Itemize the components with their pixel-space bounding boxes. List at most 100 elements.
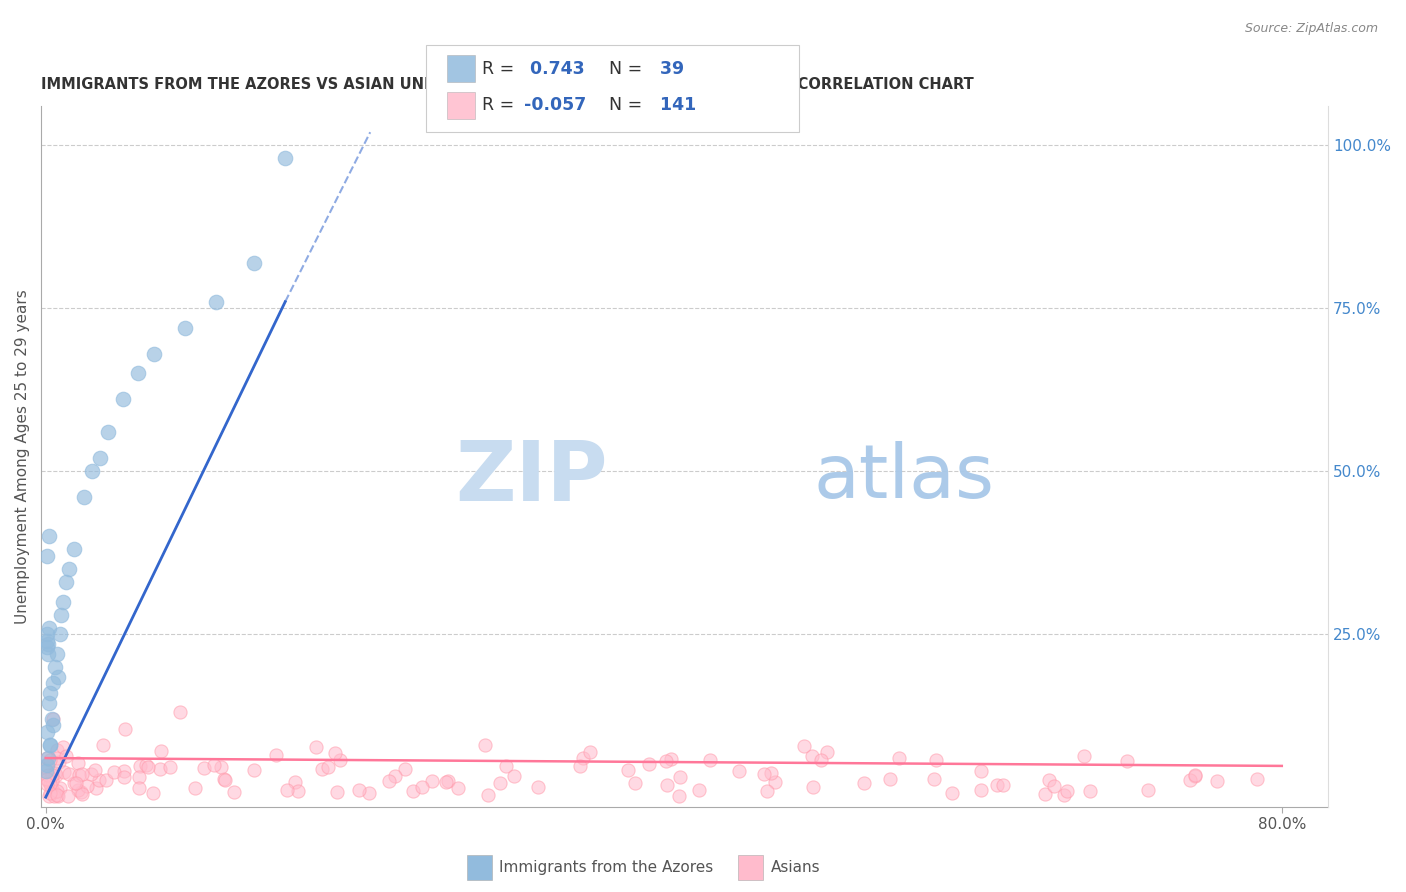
Text: ZIP: ZIP [456,437,607,518]
Point [1078,784,1101,798]
Point [755,784,778,798]
Point [44,660,66,674]
Point [37,549,59,563]
Point [84,780,107,795]
Point [815,745,838,759]
Point [763,774,786,789]
Point [184,780,207,795]
Point [136,760,159,774]
Point [67,783,90,797]
Point [326,785,349,799]
Point [810,753,832,767]
Point [986,778,1008,792]
Point [42,718,65,732]
Point [357,786,380,800]
Point [1043,779,1066,793]
Point [1035,787,1057,801]
Point [142,786,165,800]
Point [48,627,70,641]
Point [925,753,948,767]
Point [304,740,326,755]
Point [38,696,60,710]
Point [89,451,111,466]
Point [114,723,136,737]
Point [82,464,104,478]
Point [941,786,963,800]
Point [202,757,225,772]
Point [434,775,457,789]
Point [127,367,149,381]
Point [37,774,59,789]
Point [38,789,60,803]
Point [128,780,150,795]
Point [44,766,66,780]
Text: -0.057: -0.057 [524,96,586,114]
Point [889,751,911,765]
Text: 39: 39 [654,60,683,78]
Point [128,770,150,784]
Point [378,773,401,788]
Point [1136,783,1159,797]
Point [699,753,721,767]
Point [169,706,191,720]
Point [80,766,103,780]
Point [287,784,309,798]
Point [242,763,264,777]
Point [853,776,876,790]
Point [42,785,65,799]
Point [35,750,58,764]
Point [63,776,86,790]
Point [477,789,499,803]
Point [70,785,93,799]
Point [568,759,591,773]
Text: 0.743: 0.743 [524,60,585,78]
Point [65,776,87,790]
Point [243,255,266,269]
Point [58,789,80,803]
Point [39,738,62,752]
Point [52,739,75,754]
Point [111,392,134,407]
Point [38,621,60,635]
Point [48,756,70,770]
Point [39,780,62,794]
Text: Immigrants from the Azores: Immigrants from the Azores [499,861,713,875]
Point [1038,773,1060,788]
Point [35,627,58,641]
Point [801,749,824,764]
Point [447,780,470,795]
Point [39,686,62,700]
Point [801,780,824,794]
Point [96,772,118,787]
Point [728,764,751,779]
Point [1056,784,1078,798]
Point [135,757,157,772]
Point [503,769,526,783]
Point [159,759,181,773]
Point [173,320,195,334]
Point [35,764,58,778]
Point [759,765,782,780]
Point [76,779,98,793]
Point [384,769,406,783]
Point [668,770,690,784]
Point [39,753,62,767]
Point [45,768,67,782]
Point [37,768,59,782]
Point [49,780,72,795]
Point [1184,769,1206,783]
Point [316,760,339,774]
Point [495,759,517,773]
Point [276,783,298,797]
Point [527,780,550,795]
Point [970,783,993,797]
Text: R =: R = [482,60,520,78]
Point [129,758,152,772]
Point [46,789,69,803]
Point [578,745,600,759]
Point [150,744,173,758]
Point [46,742,69,756]
Point [970,764,993,779]
Text: Source: ZipAtlas.com: Source: ZipAtlas.com [1244,22,1378,36]
Point [37,725,59,739]
